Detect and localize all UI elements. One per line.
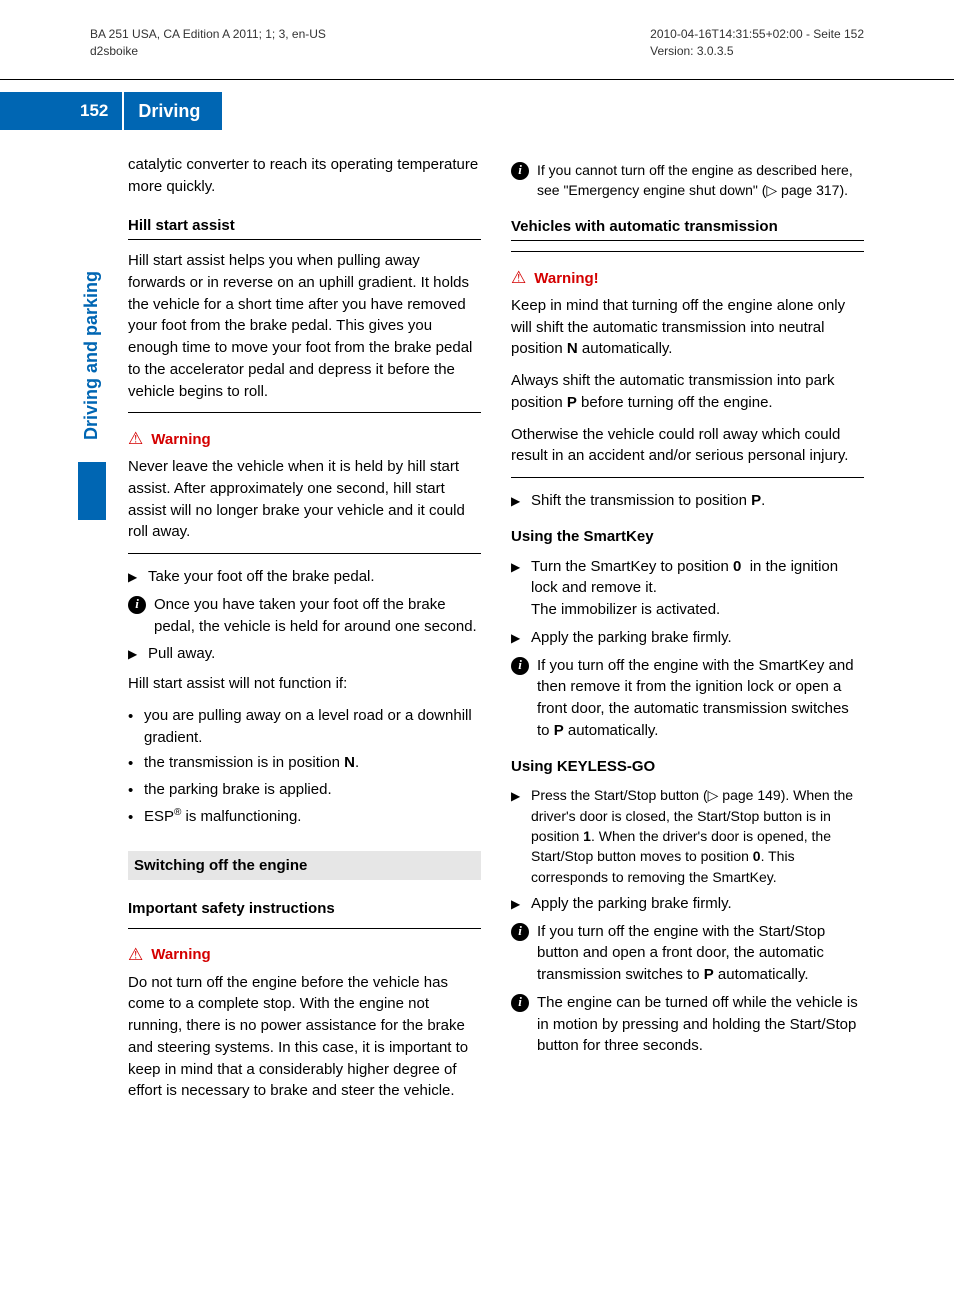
- step-text: Take your foot off the brake pedal.: [148, 566, 375, 588]
- author-code: d2sboike: [90, 43, 326, 60]
- warning-body-p3: Otherwise the vehicle could roll away wh…: [511, 424, 864, 468]
- hill-start-assist-heading: Hill start assist: [128, 215, 481, 240]
- warning-body-p1: Keep in mind that turning off the engine…: [511, 295, 864, 360]
- step-item: ▶ Turn the SmartKey to position 0 in the…: [511, 556, 864, 621]
- step-item: ▶ Press the Start/Stop button (▷ page 14…: [511, 785, 864, 886]
- bullet-dot-icon: •: [128, 706, 136, 728]
- bullet-dot-icon: •: [128, 753, 136, 775]
- info-item: i If you turn off the engine with the St…: [511, 921, 864, 986]
- info-text: If you turn off the engine with the Smar…: [537, 655, 864, 742]
- warning-box-switchoff: ⚠ Warning Do not turn off the engine bef…: [128, 928, 481, 1102]
- warning-triangle-icon: ⚠: [128, 943, 143, 968]
- bullet-text: the transmission is in position N.: [144, 752, 359, 774]
- step-item: ▶ Take your foot off the brake pedal.: [128, 566, 481, 588]
- warning-body: Do not turn off the engine before the ve…: [128, 972, 481, 1103]
- step-text: Apply the parking brake firmly.: [531, 627, 732, 649]
- side-tab-block: [78, 462, 106, 520]
- step-text: Turn the SmartKey to position 0 in the i…: [531, 556, 864, 621]
- bullet-text: the parking brake is applied.: [144, 779, 332, 801]
- bullet-text: you are pulling away on a level road or …: [144, 705, 481, 749]
- step-item: ▶ Shift the transmission to position P.: [511, 490, 864, 512]
- warning-triangle-icon: ⚠: [511, 266, 526, 291]
- safety-heading: Important safety instructions: [128, 898, 481, 920]
- warning-body: Never leave the vehicle when it is held …: [128, 456, 481, 543]
- info-text: If you turn off the engine with the Star…: [537, 921, 864, 986]
- warning-header: ⚠ Warning!: [511, 266, 864, 291]
- step-marker-icon: ▶: [128, 569, 140, 586]
- warning-label: Warning: [151, 429, 210, 451]
- step-text: Shift the transmission to position P.: [531, 490, 765, 512]
- warning-label: Warning: [151, 944, 210, 966]
- info-item: i Once you have taken your foot off the …: [128, 594, 481, 638]
- bullet-item: • the parking brake is applied.: [128, 779, 481, 802]
- step-text: Pull away.: [148, 643, 215, 665]
- step-marker-icon: ▶: [511, 630, 523, 647]
- intro-para: catalytic converter to reach its operati…: [128, 154, 481, 198]
- info-icon: i: [511, 923, 529, 941]
- step-item: ▶ Pull away.: [128, 643, 481, 665]
- step-text: Press the Start/Stop button (▷ page 149)…: [531, 785, 864, 886]
- step-text: Apply the parking brake firmly.: [531, 893, 732, 915]
- side-tab-label: Driving and parking: [78, 255, 106, 455]
- chapter-title: Driving: [124, 92, 222, 130]
- step-marker-icon: ▶: [511, 788, 523, 805]
- left-column: catalytic converter to reach its operati…: [128, 154, 481, 1114]
- warning-body-p2: Always shift the automatic transmission …: [511, 370, 864, 414]
- nofunc-intro: Hill start assist will not function if:: [128, 673, 481, 695]
- warning-box-auto: ⚠ Warning! Keep in mind that turning off…: [511, 251, 864, 478]
- page-number: 152: [0, 92, 122, 130]
- bullet-item: • ESP® is malfunctioning.: [128, 806, 481, 829]
- step-item: ▶ Apply the parking brake firmly.: [511, 893, 864, 915]
- top-rule: [0, 79, 954, 80]
- hsa-body: Hill start assist helps you when pulling…: [128, 250, 481, 402]
- warning-header: ⚠ Warning: [128, 427, 481, 452]
- step-marker-icon: ▶: [511, 896, 523, 913]
- bullet-dot-icon: •: [128, 780, 136, 802]
- edition-line: BA 251 USA, CA Edition A 2011; 1; 3, en-…: [90, 26, 326, 43]
- warning-header: ⚠ Warning: [128, 943, 481, 968]
- warning-triangle-icon: ⚠: [128, 427, 143, 452]
- right-column: i If you cannot turn off the engine as d…: [511, 154, 864, 1114]
- bullet-text: ESP® is malfunctioning.: [144, 806, 301, 828]
- warning-label: Warning!: [534, 268, 598, 290]
- keylessgo-heading: Using KEYLESS-GO: [511, 756, 864, 778]
- info-icon: i: [511, 162, 529, 180]
- bullet-dot-icon: •: [128, 807, 136, 829]
- bullet-item: • the transmission is in position N.: [128, 752, 481, 775]
- smartkey-heading: Using the SmartKey: [511, 526, 864, 548]
- page-chapter-header: 152 Driving: [0, 92, 954, 130]
- meta-left: BA 251 USA, CA Edition A 2011; 1; 3, en-…: [90, 26, 326, 61]
- auto-trans-heading: Vehicles with automatic transmission: [511, 216, 864, 241]
- info-text: If you cannot turn off the engine as des…: [537, 160, 864, 201]
- info-text: Once you have taken your foot off the br…: [154, 594, 481, 638]
- info-icon: i: [511, 657, 529, 675]
- document-meta-header: BA 251 USA, CA Edition A 2011; 1; 3, en-…: [0, 0, 954, 61]
- version-line: Version: 3.0.3.5: [650, 43, 864, 60]
- info-icon: i: [128, 596, 146, 614]
- info-text: The engine can be turned off while the v…: [537, 992, 864, 1057]
- switch-off-heading: Switching off the engine: [128, 851, 481, 881]
- info-icon: i: [511, 994, 529, 1012]
- info-item: i If you cannot turn off the engine as d…: [511, 160, 864, 201]
- step-item: ▶ Apply the parking brake firmly.: [511, 627, 864, 649]
- step-marker-icon: ▶: [511, 493, 523, 510]
- step-marker-icon: ▶: [511, 559, 523, 576]
- step-marker-icon: ▶: [128, 646, 140, 663]
- timestamp-line: 2010-04-16T14:31:55+02:00 - Seite 152: [650, 26, 864, 43]
- page-content: catalytic converter to reach its operati…: [0, 130, 954, 1114]
- bullet-item: • you are pulling away on a level road o…: [128, 705, 481, 749]
- meta-right: 2010-04-16T14:31:55+02:00 - Seite 152 Ve…: [650, 26, 864, 61]
- info-item: i If you turn off the engine with the Sm…: [511, 655, 864, 742]
- info-item: i The engine can be turned off while the…: [511, 992, 864, 1057]
- warning-box-hsa: ⚠ Warning Never leave the vehicle when i…: [128, 412, 481, 554]
